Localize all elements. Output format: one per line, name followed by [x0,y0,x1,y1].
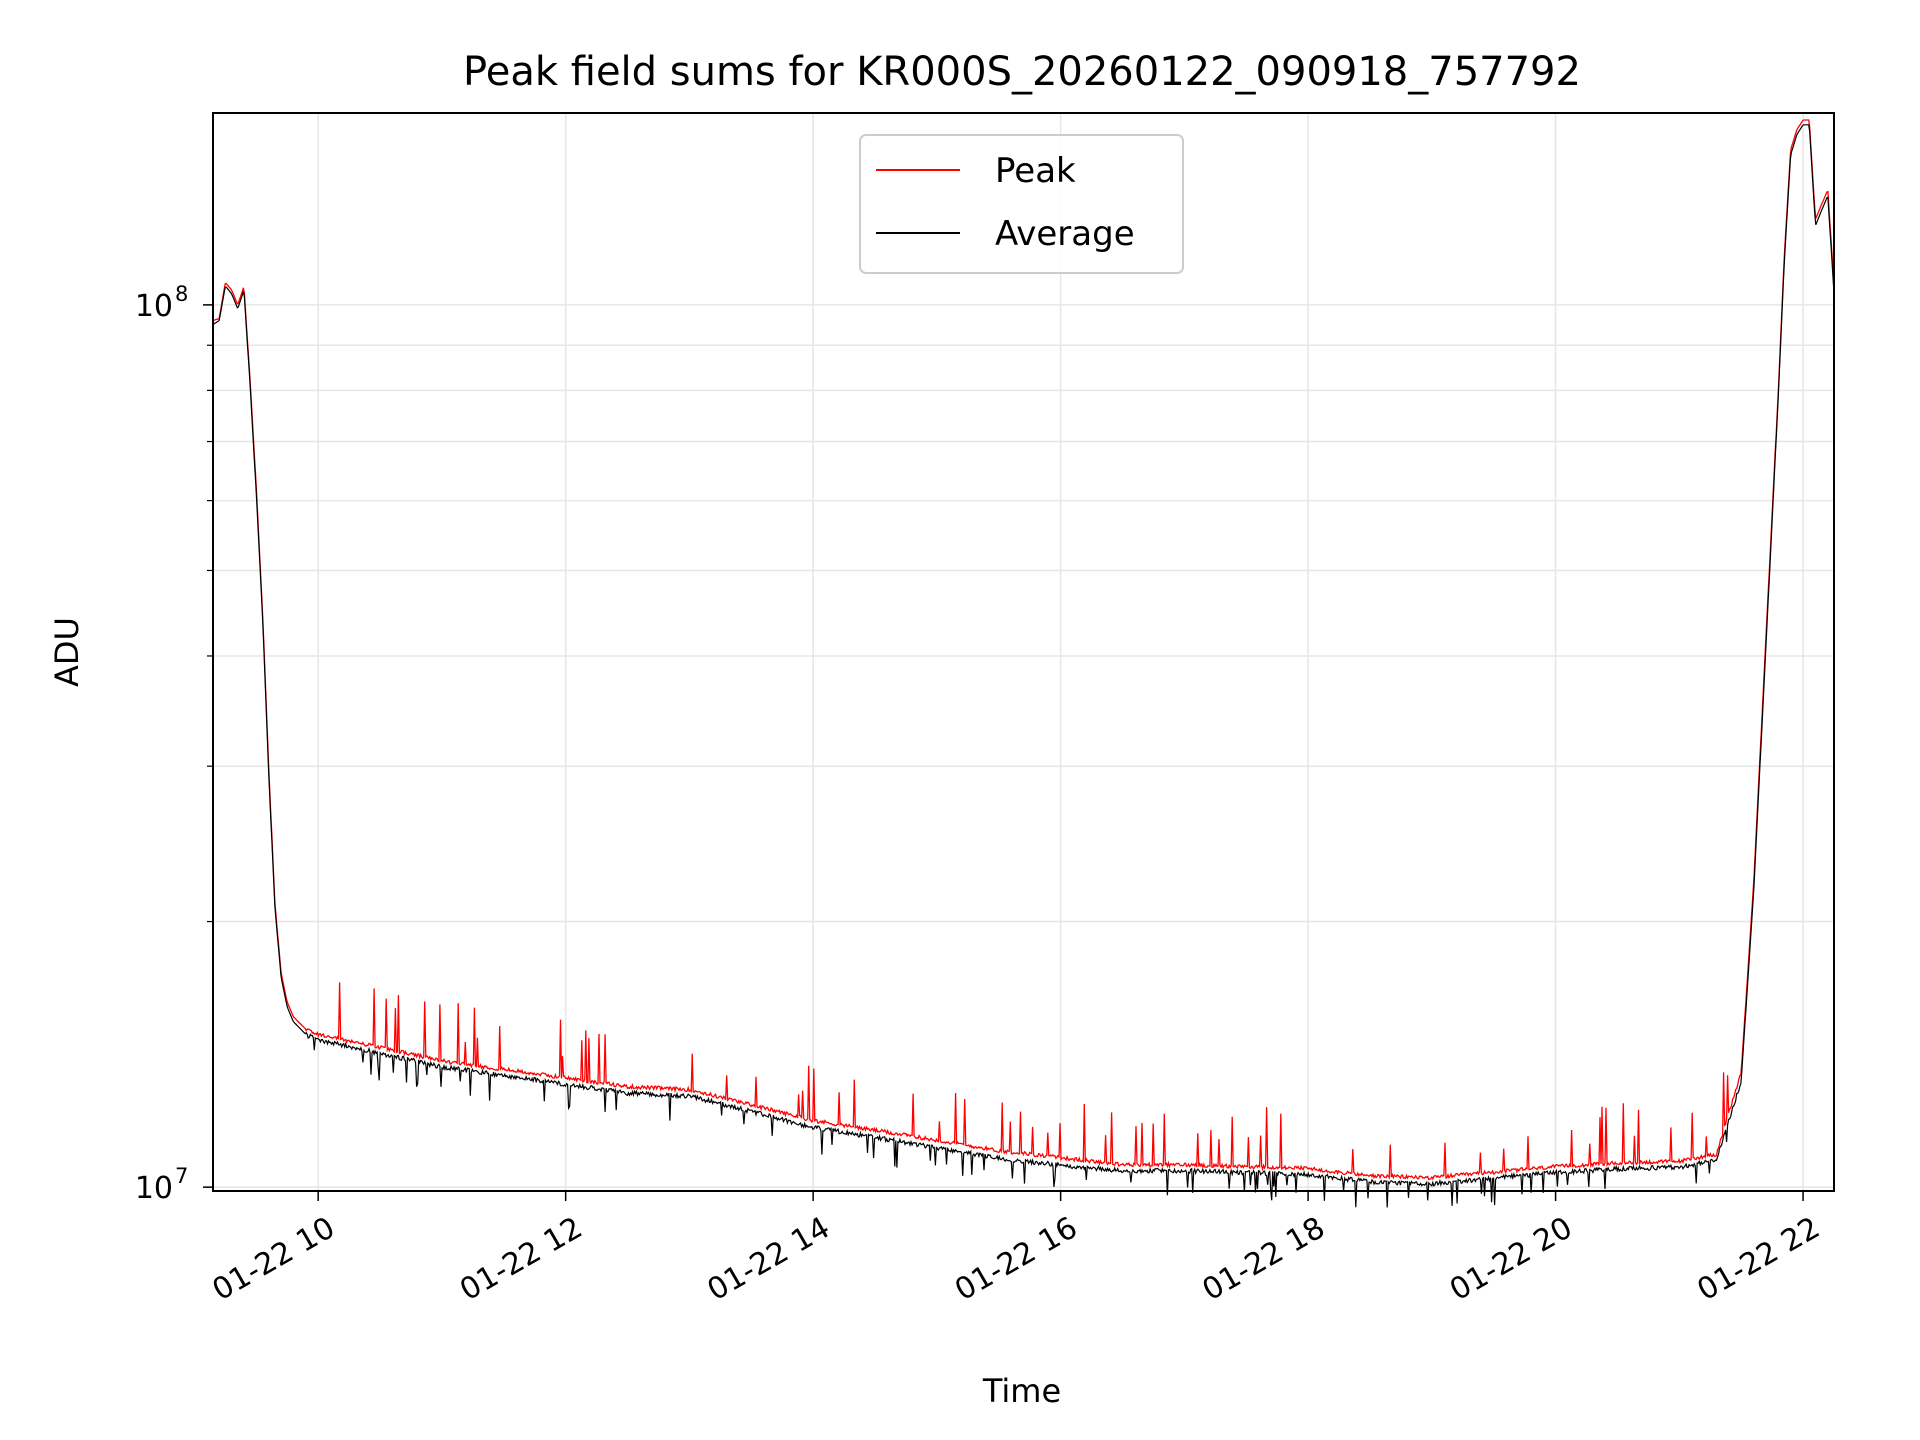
y-tick-label-base: 10 [135,1171,173,1206]
legend-label-average: Average [995,214,1135,254]
y-tick-label: 10 7 [135,1164,189,1206]
chart-title: Peak field sums for KR000S_20260122_0909… [463,49,1581,95]
legend: Peak Average [859,134,1184,274]
y-tick-label-exponent: 8 [175,282,188,306]
x-axis-label: Time [982,1372,1061,1410]
y-tick-label-base: 10 [135,289,173,324]
y-axis-label: ADU [48,617,86,687]
plot-frame [212,112,1835,1192]
series-layer [212,119,1835,1208]
y-tick-label: 10 8 [135,282,189,324]
series-line-average [212,124,1835,1208]
grid [213,113,1834,1191]
series-line-peak [212,119,1835,1181]
legend-label-peak: Peak [995,151,1076,191]
y-tick-label-exponent: 7 [175,1164,188,1188]
